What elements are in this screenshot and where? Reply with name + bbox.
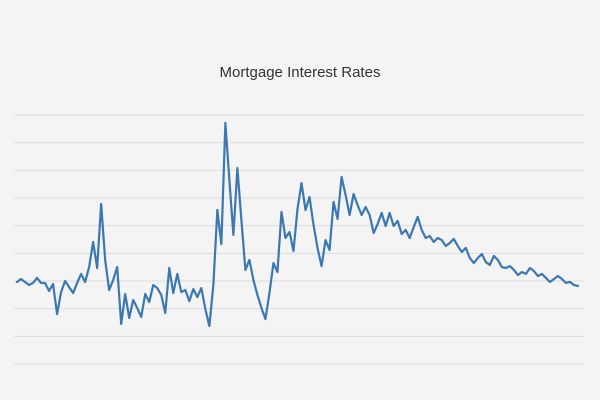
chart-title: Mortgage Interest Rates	[220, 64, 381, 81]
line	[15, 121, 580, 328]
